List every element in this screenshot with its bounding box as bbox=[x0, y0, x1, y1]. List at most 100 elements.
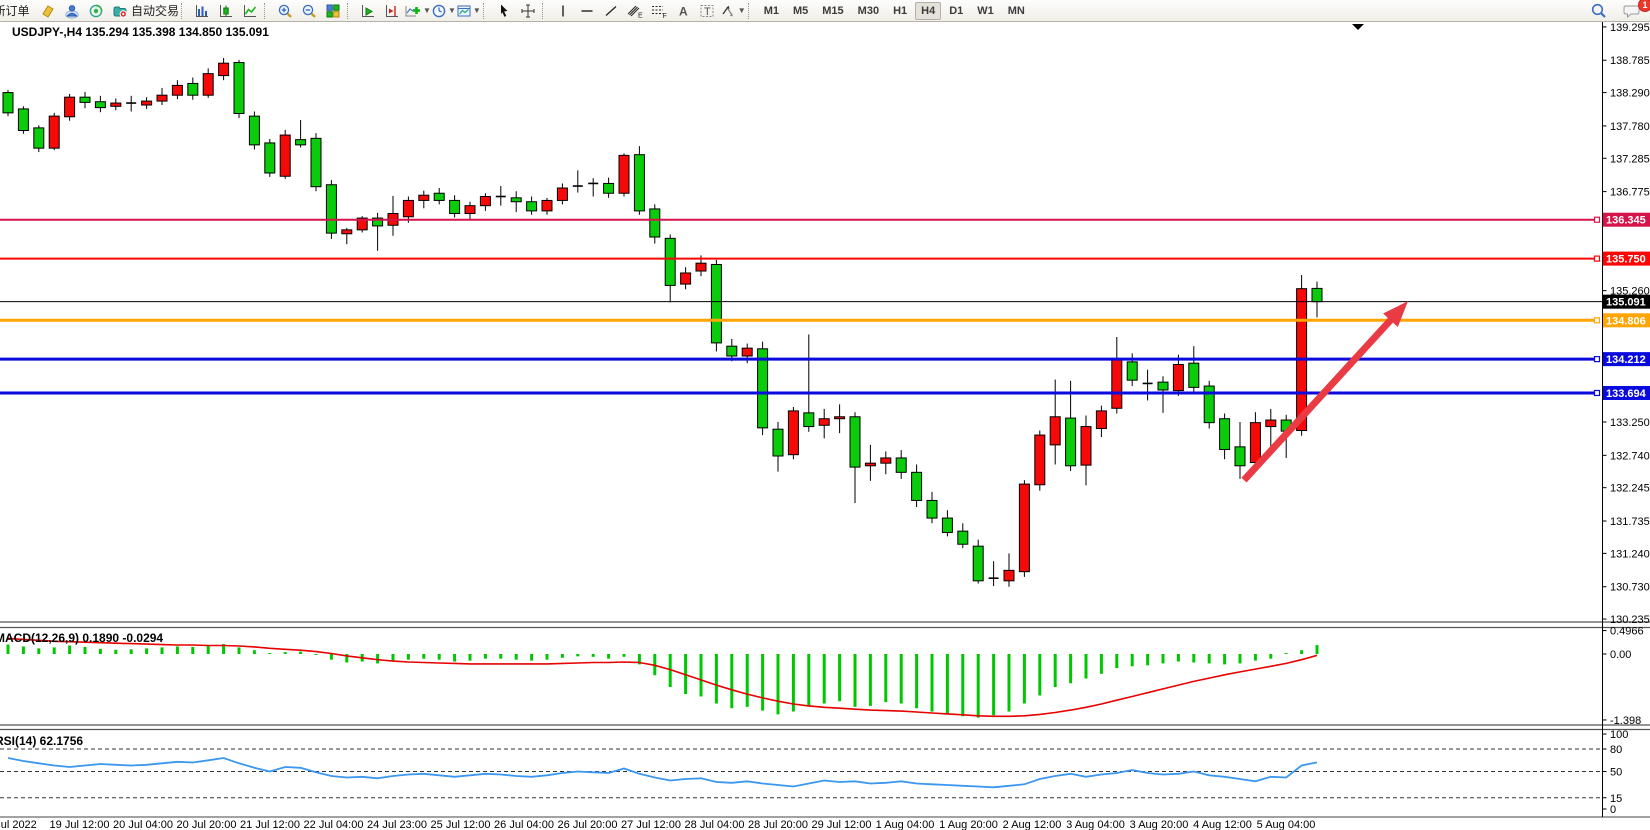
periods-button[interactable]: ▼ bbox=[431, 1, 456, 21]
svg-text:1 Aug 20:00: 1 Aug 20:00 bbox=[939, 819, 998, 830]
macd-panel bbox=[6, 637, 1319, 718]
svg-text:138.785: 138.785 bbox=[1610, 55, 1650, 67]
price-label-136.345: 136.345 bbox=[1603, 212, 1650, 227]
indicators-button[interactable]: ▼ bbox=[404, 1, 431, 21]
svg-text:2 Aug 12:00: 2 Aug 12:00 bbox=[1003, 819, 1062, 830]
chart-shift-icon bbox=[384, 3, 400, 19]
timeframe-m30[interactable]: M30 bbox=[857, 4, 880, 17]
svg-text:0: 0 bbox=[1610, 804, 1616, 816]
timeframe-m5[interactable]: M5 bbox=[792, 4, 809, 17]
hline-135.750[interactable] bbox=[0, 255, 1601, 262]
svg-text:27 Jul 12:00: 27 Jul 12:00 bbox=[621, 819, 681, 830]
zoom-in-button[interactable] bbox=[273, 1, 297, 21]
timeframe-h1[interactable]: H1 bbox=[893, 4, 908, 17]
templates-dropdown-caret[interactable]: ▼ bbox=[472, 6, 481, 15]
new-order-button[interactable]: 新订单 bbox=[0, 1, 36, 21]
text-icon: A bbox=[675, 3, 691, 19]
toolbar-separator bbox=[264, 2, 271, 19]
svg-text:131.240: 131.240 bbox=[1610, 548, 1650, 560]
svg-text:21 Jul 12:00: 21 Jul 12:00 bbox=[240, 819, 300, 830]
svg-text:Jul 2022: Jul 2022 bbox=[0, 819, 37, 830]
svg-text:24 Jul 23:00: 24 Jul 23:00 bbox=[367, 819, 427, 830]
svg-text:134.806: 134.806 bbox=[1606, 315, 1646, 327]
toolbar-separator bbox=[541, 2, 549, 19]
svg-text:130.235: 130.235 bbox=[1610, 614, 1650, 626]
timeframe-h4[interactable]: H4 bbox=[915, 1, 942, 20]
arrows-dropdown-caret[interactable]: ▼ bbox=[737, 6, 746, 15]
timeframe-m15[interactable]: M15 bbox=[822, 4, 844, 17]
svg-text:0.4966: 0.4966 bbox=[1610, 626, 1644, 638]
autotrade-button[interactable]: 自动交易 bbox=[112, 1, 179, 21]
arrows-tool[interactable]: ▼ bbox=[719, 1, 746, 21]
chart-shift-marker[interactable] bbox=[1352, 24, 1364, 30]
tile-windows-icon bbox=[325, 3, 341, 19]
svg-text:136.345: 136.345 bbox=[1606, 215, 1646, 227]
svg-text:29 Jul 12:00: 29 Jul 12:00 bbox=[812, 819, 872, 830]
candlestick-chart-button[interactable] bbox=[214, 1, 238, 21]
hline-134.212[interactable] bbox=[0, 356, 1601, 363]
svg-text:E: E bbox=[638, 12, 643, 19]
templates-button[interactable]: ▼ bbox=[456, 1, 481, 21]
channel-tool[interactable]: E bbox=[623, 1, 647, 21]
hline-134.806[interactable] bbox=[0, 317, 1601, 324]
svg-text:20 Jul 20:00: 20 Jul 20:00 bbox=[177, 819, 237, 830]
cursor-button[interactable] bbox=[492, 1, 516, 21]
zoom-out-icon bbox=[301, 3, 317, 19]
text-tool[interactable]: A bbox=[671, 1, 695, 21]
timeframe-d1[interactable]: D1 bbox=[949, 4, 964, 17]
tile-windows-button[interactable] bbox=[321, 1, 345, 21]
price-label-135.750: 135.750 bbox=[1603, 251, 1650, 266]
profiles-button[interactable] bbox=[60, 1, 84, 21]
crosshair-button[interactable] bbox=[516, 1, 540, 21]
svg-text:134.212: 134.212 bbox=[1606, 354, 1646, 366]
svg-text:4 Aug 12:00: 4 Aug 12:00 bbox=[1193, 819, 1252, 830]
new-chart-button[interactable] bbox=[36, 1, 60, 21]
price-label-133.694: 133.694 bbox=[1603, 385, 1650, 400]
candles-layer bbox=[2, 57, 1323, 587]
zoom-in-icon bbox=[277, 3, 293, 19]
signals-button[interactable] bbox=[84, 1, 108, 21]
horizontal-line-icon bbox=[579, 3, 595, 19]
fibonacci-tool[interactable]: F bbox=[647, 1, 671, 21]
line-chart-icon bbox=[242, 3, 258, 19]
auto-scroll-button[interactable] bbox=[356, 1, 380, 21]
signal-icon bbox=[88, 3, 104, 19]
main-toolbar: 新订单 bbox=[0, 0, 1650, 22]
text-label-icon: T bbox=[699, 3, 715, 19]
svg-text:135.091: 135.091 bbox=[1606, 297, 1646, 309]
bar-chart-button[interactable] bbox=[190, 1, 214, 21]
arrows-icon bbox=[719, 3, 737, 19]
svg-text:132.245: 132.245 bbox=[1610, 483, 1650, 495]
autotrade-label: 自动交易 bbox=[131, 4, 180, 18]
zoom-out-button[interactable] bbox=[297, 1, 321, 21]
indicators-icon bbox=[404, 3, 422, 19]
trend-arrow-annotation[interactable] bbox=[1241, 301, 1408, 483]
indicators-dropdown-caret[interactable]: ▼ bbox=[423, 6, 431, 15]
timeframe-mn[interactable]: MN bbox=[1007, 4, 1025, 17]
notification-badge: 1 bbox=[1638, 0, 1650, 12]
trend-line-tool[interactable] bbox=[599, 1, 623, 21]
svg-text:133.694: 133.694 bbox=[1606, 388, 1647, 400]
periods-dropdown-caret[interactable]: ▼ bbox=[447, 6, 456, 15]
hline-133.694[interactable] bbox=[0, 389, 1601, 397]
hline-136.345[interactable] bbox=[0, 216, 1601, 223]
search-button[interactable] bbox=[1586, 1, 1610, 21]
timeframe-m1[interactable]: M1 bbox=[763, 4, 779, 17]
chart-canvas[interactable]: 139.295 138.785 138.290 137.780 137.285 136.7… bbox=[0, 22, 1650, 830]
chat-button[interactable]: 1 bbox=[1620, 0, 1650, 21]
chart-shift-button[interactable] bbox=[380, 1, 404, 21]
svg-text:137.780: 137.780 bbox=[1610, 121, 1650, 133]
timeframe-w1[interactable]: W1 bbox=[977, 4, 994, 17]
svg-text:100: 100 bbox=[1610, 729, 1628, 741]
clock-icon bbox=[431, 3, 447, 19]
crosshair-icon bbox=[520, 3, 536, 19]
svg-text:19 Jul 12:00: 19 Jul 12:00 bbox=[50, 819, 110, 830]
vertical-line-tool[interactable] bbox=[551, 1, 575, 21]
text-label-tool[interactable]: T bbox=[695, 1, 719, 21]
toolbar-separator bbox=[482, 2, 490, 19]
line-chart-button[interactable] bbox=[238, 1, 262, 21]
horizontal-line-tool[interactable] bbox=[575, 1, 599, 21]
svg-text:28 Jul 20:00: 28 Jul 20:00 bbox=[748, 819, 808, 830]
